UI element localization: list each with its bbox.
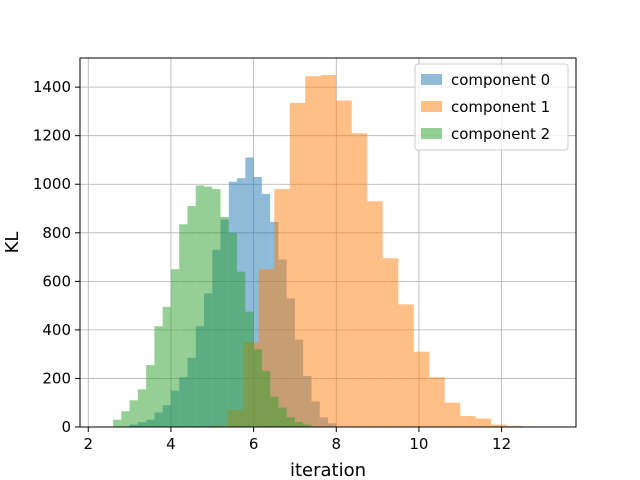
- histogram-bar: [286, 417, 295, 427]
- histogram-bar: [460, 416, 476, 427]
- y-tick-label: 800: [42, 224, 71, 242]
- y-tick-label: 400: [42, 321, 71, 339]
- histogram-bar: [274, 189, 290, 427]
- histogram-bar: [278, 407, 287, 427]
- y-tick-label: 200: [42, 369, 71, 387]
- y-axis-label: KL: [2, 232, 23, 254]
- histogram-bar: [179, 224, 188, 427]
- legend-label: component 0: [451, 71, 550, 89]
- x-tick-label: 4: [166, 435, 176, 453]
- histogram-bars: [113, 74, 554, 428]
- histogram-bar: [220, 217, 229, 427]
- x-tick-label: 8: [331, 435, 341, 453]
- x-tick-label: 6: [249, 435, 259, 453]
- histogram-bar: [253, 349, 262, 427]
- y-tick-label: 1000: [33, 175, 71, 193]
- legend-box: [414, 63, 569, 151]
- x-tick-label: 10: [409, 435, 428, 453]
- histogram-bar: [294, 422, 304, 427]
- legend-label: component 2: [451, 125, 550, 143]
- y-tick-label: 1200: [33, 127, 71, 145]
- histogram-bar: [305, 76, 321, 427]
- histogram-bar: [398, 304, 414, 427]
- histogram-bar: [245, 311, 254, 427]
- histogram-bar: [187, 206, 196, 427]
- histogram-bar: [170, 269, 180, 427]
- histogram-bar: [320, 74, 337, 428]
- histogram-bar: [237, 271, 246, 427]
- plot-frame: [79, 57, 577, 428]
- legend-swatch: [421, 101, 442, 112]
- x-tick-label: 12: [492, 435, 511, 453]
- histogram-bar: [146, 365, 155, 427]
- histogram-bar: [137, 389, 147, 427]
- histogram-bar: [382, 258, 399, 427]
- histogram-bar: [129, 400, 138, 427]
- histogram-bar: [444, 402, 461, 427]
- axis-ticks: 2 4 6 8 10 12 0 200 400 600 800 1000 1200 1400: [33, 78, 511, 453]
- histogram-bar: [212, 189, 221, 427]
- histogram-bar: [303, 424, 312, 427]
- histogram-bar: [228, 232, 238, 427]
- y-tick-label: 0: [61, 418, 71, 436]
- histogram-bar: [253, 176, 262, 427]
- histogram-bar: [154, 326, 163, 427]
- histogram-bar: [506, 425, 523, 427]
- histogram-bar: [245, 157, 254, 427]
- legend-swatch: [421, 128, 442, 139]
- histogram-bar: [204, 186, 213, 427]
- y-tick-label: 1400: [33, 78, 71, 96]
- histogram-bar: [336, 100, 352, 427]
- histogram-bar: [113, 419, 122, 427]
- legend-label: component 1: [451, 98, 550, 116]
- histogram-bar: [351, 133, 368, 427]
- histogram-bar: [475, 418, 492, 427]
- histogram-bar: [289, 102, 306, 427]
- x-axis-label: iteration: [290, 460, 366, 480]
- histogram-bar: [261, 371, 271, 427]
- histogram-bar: [429, 377, 445, 427]
- x-tick-label: 2: [83, 435, 93, 453]
- legend: component 0 component 1 component 2: [414, 63, 569, 151]
- histogram-bar: [413, 351, 430, 427]
- histogram-bar: [162, 306, 171, 427]
- y-tick-label: 600: [42, 272, 71, 290]
- histogram-bar: [121, 411, 130, 427]
- legend-swatch: [421, 74, 442, 85]
- histogram-bar: [195, 185, 204, 427]
- histogram-bar: [367, 201, 383, 427]
- series-2-bars: [113, 185, 312, 427]
- histogram-bar: [491, 424, 507, 427]
- histogram-bar: [270, 396, 279, 427]
